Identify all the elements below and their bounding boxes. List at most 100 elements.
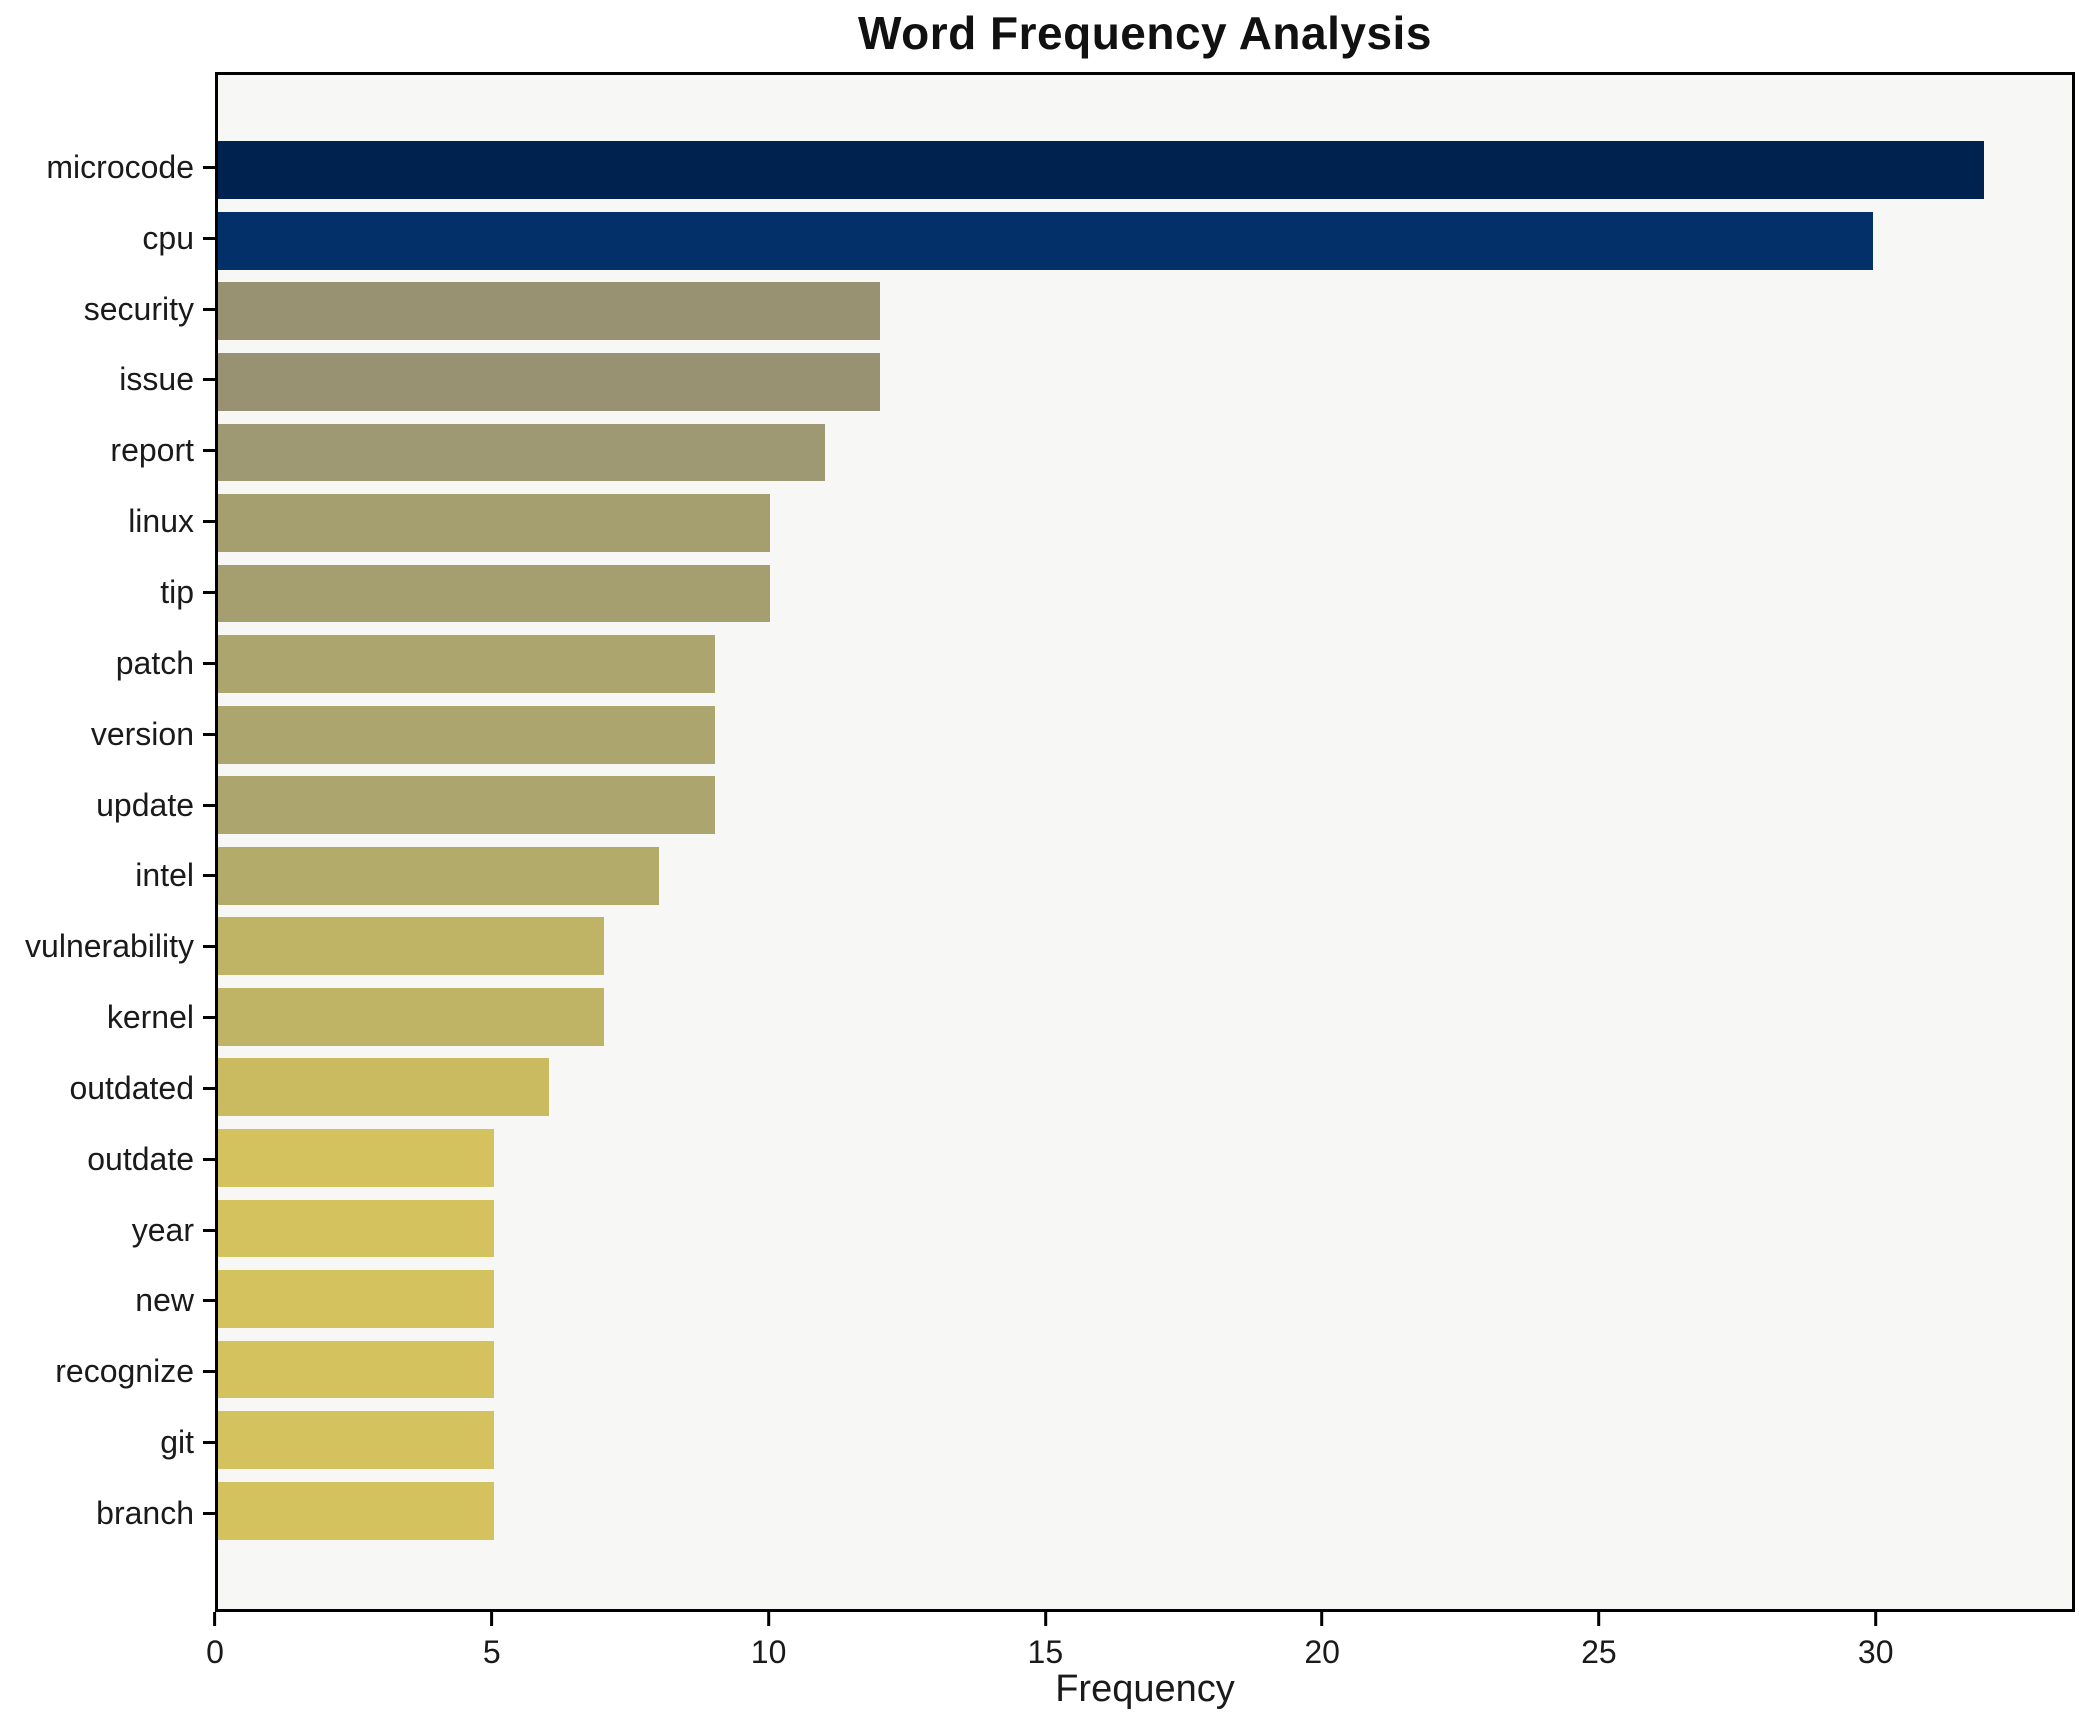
bar-linux	[218, 494, 770, 552]
bar-update	[218, 776, 715, 835]
x-tick: 20	[1304, 1612, 1340, 1671]
x-tick: 10	[750, 1612, 787, 1671]
bar-row	[218, 347, 2072, 418]
bar-report	[218, 423, 825, 482]
y-label-row: vulnerability	[0, 911, 215, 982]
y-tick-mark	[203, 874, 215, 878]
y-tick-label-intel: intel	[135, 857, 194, 894]
bar-cpu	[218, 211, 1874, 270]
y-tick-mark	[203, 1370, 215, 1374]
y-tick-label-outdate: outdate	[87, 1140, 194, 1177]
y-tick-mark	[203, 1086, 215, 1090]
y-tick-label-new: new	[135, 1282, 194, 1319]
bar-row	[218, 770, 2072, 841]
y-tick-label-security: security	[83, 290, 194, 327]
bar-row	[218, 699, 2072, 770]
bar-row	[218, 488, 2072, 559]
bar-row	[218, 982, 2072, 1053]
bar-row	[218, 1264, 2072, 1335]
y-tick-mark	[203, 1228, 215, 1232]
x-tick-mark	[1597, 1612, 1601, 1626]
bar-vulnerability	[218, 917, 605, 976]
y-label-row: branch	[0, 1478, 215, 1549]
x-tick-label-5: 5	[482, 1634, 501, 1670]
x-tick-label-20: 20	[1304, 1634, 1340, 1670]
y-tick-label-version: version	[90, 715, 194, 752]
y-tick-label-branch: branch	[96, 1494, 194, 1531]
bar-row	[218, 1193, 2072, 1264]
bar-intel	[218, 846, 660, 905]
y-tick-mark	[203, 520, 215, 524]
y-tick-label-vulnerability: vulnerability	[25, 928, 194, 965]
bar-security	[218, 282, 881, 341]
y-tick-mark	[203, 165, 215, 169]
x-tick: 25	[1581, 1612, 1617, 1671]
y-tick-label-outdated: outdated	[69, 1069, 194, 1106]
bar-row	[218, 417, 2072, 488]
x-tick-label-10: 10	[750, 1634, 787, 1670]
y-tick-label-issue: issue	[119, 361, 194, 398]
y-label-row: patch	[0, 628, 215, 699]
bar-issue	[218, 352, 881, 411]
plot-area	[215, 72, 2075, 1612]
y-label-row: tip	[0, 557, 215, 628]
bar-row	[218, 1475, 2072, 1546]
x-tick-label-0: 0	[206, 1634, 224, 1670]
bar-outdate	[218, 1129, 494, 1187]
bar-version	[218, 705, 715, 764]
bar-microcode	[218, 141, 1984, 200]
y-label-row: kernel	[0, 982, 215, 1053]
bar-row	[218, 911, 2072, 982]
y-tick-mark	[203, 236, 215, 240]
y-label-row: cpu	[0, 203, 215, 274]
y-tick-mark	[203, 590, 215, 594]
y-label-row: new	[0, 1266, 215, 1337]
x-tick-mark	[1874, 1612, 1878, 1626]
y-tick-mark	[203, 1441, 215, 1445]
bar-year	[218, 1199, 494, 1258]
x-axis-label: Frequency	[1055, 1668, 1235, 1710]
bar-row	[218, 840, 2072, 911]
x-tick: 5	[483, 1612, 501, 1671]
x-tick-label-30: 30	[1857, 1634, 1894, 1670]
bar-row	[218, 558, 2072, 629]
bars-container	[218, 75, 2072, 1609]
bar-kernel	[218, 987, 605, 1046]
y-label-row: security	[0, 274, 215, 345]
bar-row	[218, 629, 2072, 700]
y-label-row: linux	[0, 486, 215, 557]
x-tick: 15	[1027, 1612, 1064, 1671]
y-label-row: intel	[0, 840, 215, 911]
y-label-row: git	[0, 1407, 215, 1478]
y-tick-mark	[203, 803, 215, 807]
x-tick-label-15: 15	[1027, 1634, 1064, 1670]
y-label-row: microcode	[0, 132, 215, 203]
y-tick-label-year: year	[131, 1211, 194, 1248]
y-label-row: update	[0, 770, 215, 841]
y-tick-mark	[203, 945, 215, 949]
bar-branch	[218, 1481, 494, 1540]
y-tick-mark	[203, 307, 215, 311]
y-label-row: recognize	[0, 1336, 215, 1407]
y-tick-mark	[203, 378, 215, 382]
y-tick-label-kernel: kernel	[106, 999, 194, 1036]
y-tick-mark	[203, 1016, 215, 1020]
y-tick-label-linux: linux	[128, 503, 194, 540]
bar-row	[218, 135, 2072, 206]
y-tick-mark	[203, 1299, 215, 1303]
y-tick-label-report: report	[110, 432, 194, 469]
bar-patch	[218, 635, 715, 694]
y-tick-mark	[203, 1511, 215, 1515]
y-label-row: report	[0, 415, 215, 486]
y-tick-label-git: git	[160, 1424, 194, 1461]
bar-row	[218, 1405, 2072, 1476]
x-tick-mark	[767, 1612, 771, 1626]
y-label-row: issue	[0, 345, 215, 416]
x-tick-mark	[1043, 1612, 1047, 1626]
y-tick-mark	[203, 449, 215, 453]
y-label-row: version	[0, 699, 215, 770]
x-tick-mark	[1320, 1612, 1324, 1626]
y-tick-label-patch: patch	[115, 644, 194, 681]
bar-row	[218, 1123, 2072, 1194]
y-axis-labels: microcode cpu security issue report linux tip p…	[0, 72, 215, 1612]
